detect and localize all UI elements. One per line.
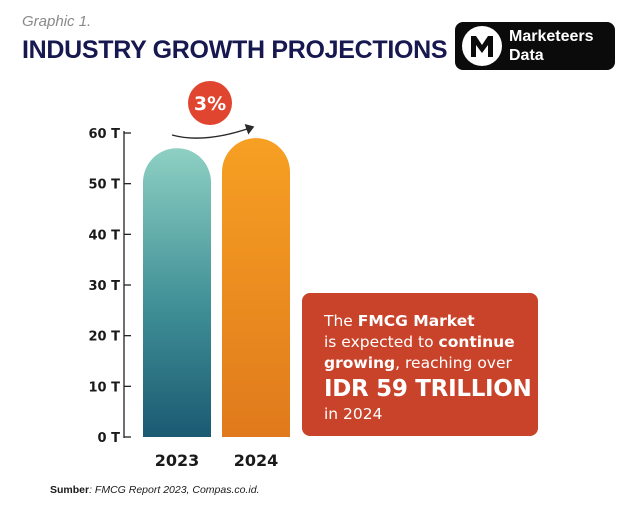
logo-text-line2: Data (509, 47, 544, 64)
callout-line-2: is expected to continue (324, 333, 515, 351)
growth-arrow (171, 124, 255, 139)
y-tick-label: 20 T (89, 330, 121, 345)
y-tick-label: 40 T (89, 228, 121, 243)
marketeers-data-logo: Marketeers Data (455, 22, 615, 70)
y-tick-label: 0 T (98, 431, 121, 446)
page-title: INDUSTRY GROWTH PROJECTIONS (22, 36, 448, 64)
callout-line-3: growing, reaching over (324, 354, 512, 372)
callout-highlight: IDR 59 TRILLION (324, 376, 532, 402)
logo-text-line1: Marketeers (509, 28, 594, 45)
callout-line-5: in 2024 (324, 405, 383, 423)
source-note: Sumber: FMCG Report 2023, Compas.co.id. (50, 484, 260, 496)
y-tick-label: 60 T (89, 127, 121, 142)
m-letter-icon (462, 26, 502, 66)
growth-label: 3% (194, 93, 226, 115)
bar-2024 (222, 138, 290, 438)
x-category-label: 2024 (234, 451, 279, 470)
y-tick-label: 10 T (89, 380, 121, 395)
growth-badge (188, 81, 232, 125)
bar-2023 (143, 148, 211, 437)
graphic-label: Graphic 1. (22, 13, 92, 30)
x-category-label: 2023 (155, 451, 200, 470)
y-tick-label: 30 T (89, 279, 121, 294)
callout-box: The FMCG Market is expected to continue … (302, 293, 538, 436)
callout-line-1: The FMCG Market (324, 312, 475, 330)
y-tick-label: 50 T (89, 178, 121, 193)
